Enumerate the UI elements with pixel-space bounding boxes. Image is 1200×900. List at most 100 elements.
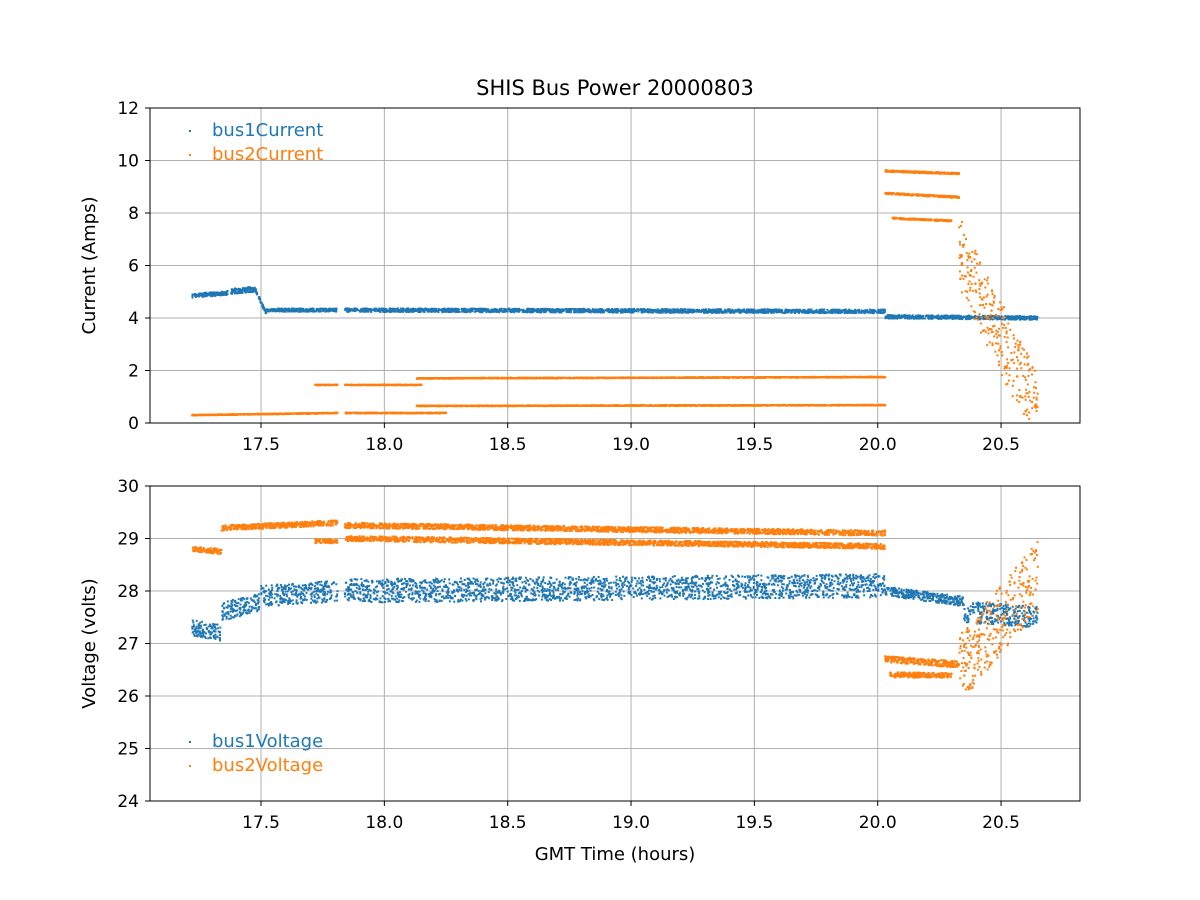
data-point [327,412,330,415]
data-point [363,307,366,310]
data-point [681,311,684,314]
data-point [686,311,689,314]
data-point [381,383,384,386]
data-point [262,305,265,308]
data-point [916,317,919,320]
data-point [260,301,263,304]
data-point [202,292,205,295]
data-point [444,411,447,414]
data-point [543,308,546,311]
data-point [645,308,648,311]
data-point [667,311,670,314]
data-point [937,317,940,320]
data-point [828,310,831,313]
data-point [454,311,457,314]
data-point [882,312,885,314]
data-point [199,294,202,297]
data-point [548,310,551,312]
data-point [322,383,325,386]
data-point [448,308,451,311]
data-point [823,311,826,314]
data-point [300,412,303,415]
data-point [776,311,779,314]
data-point [265,310,268,313]
data-point [325,412,328,415]
data-point [631,308,634,311]
data-point [409,308,412,311]
data-point [934,316,937,319]
data-point [298,412,301,415]
data-point [394,384,396,387]
data-point [254,290,257,293]
data-point [424,411,426,414]
data-point [251,287,254,290]
data-point [332,383,335,386]
data-point [309,307,312,310]
data-point [368,383,371,386]
data-point [362,383,365,386]
data-point [411,384,414,387]
data-point [367,309,369,312]
data-point [456,308,459,311]
data-point [707,310,710,313]
data-point [626,309,629,312]
data-point [514,310,517,312]
data-point [1030,318,1033,321]
data-point [511,309,513,312]
data-point [1028,317,1031,320]
data-point [526,308,528,311]
data-point [529,307,531,310]
data-point [594,308,597,311]
data-point [841,310,844,313]
data-point [310,309,313,312]
data-point [540,310,543,313]
data-point [448,310,451,313]
data-point [939,316,942,319]
data-point [235,288,238,291]
data-point [924,315,927,318]
data-point [349,308,352,311]
data-point [328,383,331,386]
data-point [567,310,570,313]
data-point [586,310,589,313]
data-point [357,309,360,312]
data-point [676,309,678,312]
data-point [201,414,204,416]
data-point [517,308,520,311]
data-point [514,308,517,310]
data-point [654,310,657,313]
data-point [226,292,229,295]
data-point [319,307,322,310]
data-point [246,288,249,291]
data-point [631,311,634,313]
data-point [706,311,709,314]
data-point [629,310,632,313]
data-point [247,286,250,289]
data-point [674,311,677,314]
data-point [426,310,429,313]
data-point [713,311,716,314]
data-point [214,294,217,297]
data-point [914,316,917,319]
data-point [582,307,585,310]
data-point [438,412,441,415]
data-point [440,309,443,312]
data-point [411,310,414,312]
data-point [880,311,883,314]
data-point [233,289,236,291]
data-point [357,383,360,386]
data-point [700,311,703,314]
data-point [652,310,655,313]
data-point [915,314,918,317]
data-point [400,412,403,415]
data-point [519,308,522,311]
data-point [506,310,509,313]
data-point [464,310,467,313]
data-point [865,310,868,313]
data-point [661,311,664,314]
data-point [770,311,773,314]
data-point [197,294,200,296]
data-point [458,310,461,313]
data-point [394,307,397,310]
data-point [703,311,705,314]
